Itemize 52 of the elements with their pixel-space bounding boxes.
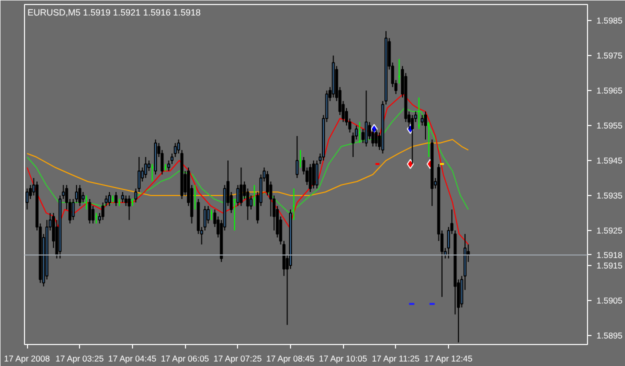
y-tick-label: 1.5905 <box>596 295 623 306</box>
candlestick <box>252 184 256 206</box>
candlestick <box>108 191 111 206</box>
y-tick-label: 1.5915 <box>596 260 623 270</box>
y-tick-label: 1.5945 <box>596 156 623 166</box>
candlestick <box>312 160 316 189</box>
y-tick-label: 1.5925 <box>596 225 623 236</box>
candlestick <box>128 194 131 220</box>
candlestick <box>410 114 414 165</box>
candlestick <box>78 184 82 206</box>
candlestick <box>121 191 124 203</box>
candlestick <box>420 114 424 126</box>
candlestick <box>144 156 148 178</box>
candlestick <box>358 122 362 144</box>
x-tick-label: 17 Apr 03:25 <box>55 354 104 364</box>
x-tick-label: 17 Apr 10:05 <box>318 354 368 364</box>
candlestick <box>26 188 29 210</box>
y-tick-label: 1.5985 <box>596 16 623 26</box>
ref-line-label: 1.5918 <box>596 250 623 260</box>
x-tick-label: 17 Apr 12:45 <box>424 354 473 364</box>
x-tick-label: 17 Apr 07:25 <box>214 354 262 364</box>
candlestick <box>240 167 243 206</box>
line-series <box>26 94 469 245</box>
y-tick-label: 1.5935 <box>596 190 623 200</box>
candlestick <box>236 184 240 206</box>
candlestick <box>308 164 312 192</box>
candlestick <box>91 205 94 224</box>
y-tick-label: 1.5955 <box>596 120 623 131</box>
x-tick-label: 17 Apr 06:05 <box>160 354 210 364</box>
y-tick-label: 1.5895 <box>596 330 623 340</box>
candlestick <box>292 188 296 220</box>
candlestick <box>124 194 128 206</box>
x-tick-label: 17 Apr 08:45 <box>266 354 315 364</box>
candlestick <box>147 160 150 172</box>
candlestick <box>374 128 378 148</box>
candlestick <box>94 212 98 224</box>
y-tick-label: 1.5975 <box>596 50 623 61</box>
y-tick-label: 1.5965 <box>596 86 623 96</box>
candlestick <box>398 58 401 84</box>
candlestick <box>210 208 213 220</box>
candlestick <box>296 136 299 178</box>
candlestick <box>82 191 85 203</box>
x-tick-label: 17 Apr 04:45 <box>108 354 157 364</box>
x-tick-label: 17 Apr 11:25 <box>372 354 420 364</box>
chart-title: EURUSD,M5 1.5919 1.5921 1.5916 1.5918 <box>28 8 201 18</box>
candlestick <box>424 111 427 140</box>
candlestick <box>250 194 253 210</box>
candlestick <box>206 205 210 224</box>
candlestick <box>427 122 430 158</box>
candlestick <box>114 191 118 206</box>
candlestick <box>88 198 92 224</box>
x-tick-label: 17 Apr 2008 <box>4 354 50 364</box>
